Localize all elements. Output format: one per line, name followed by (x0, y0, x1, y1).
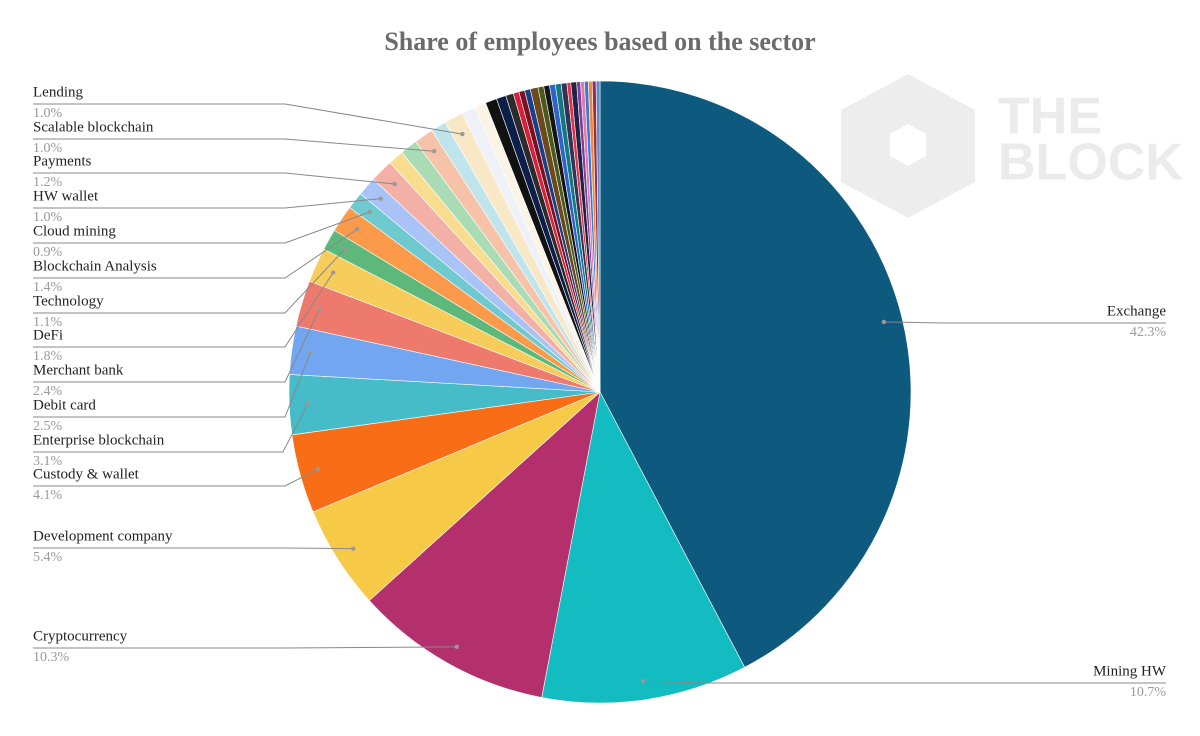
slice-label: Blockchain Analysis (33, 258, 157, 274)
pie-slice (595, 80, 601, 393)
leader-line (33, 198, 381, 209)
leader-line (33, 308, 321, 383)
value-label: 1.0% (33, 141, 63, 156)
leader-line (33, 248, 346, 314)
slice-label: Mining HW (1093, 663, 1167, 679)
leader-line (642, 680, 1166, 684)
value-label: 10.7% (1130, 685, 1167, 700)
slice-label: DeFi (33, 327, 63, 343)
value-label: 4.1% (33, 488, 63, 503)
pie-slice (599, 80, 912, 668)
watermark: THE BLOCK (841, 74, 1183, 218)
slice-label: Payments (33, 153, 91, 169)
value-label: 10.3% (33, 650, 70, 665)
slice-label: Enterprise blockchain (33, 432, 165, 448)
leader-dot (367, 209, 372, 215)
leader-dot (308, 350, 313, 355)
leader-line (33, 352, 311, 418)
leader-line (33, 138, 435, 152)
watermark-logo-hole (890, 124, 926, 166)
chart-title: Share of employees based on the sector (384, 27, 815, 56)
value-label: 42.3% (1130, 325, 1167, 340)
slice-label: Exchange (1107, 303, 1166, 319)
value-label: 1.2% (33, 175, 63, 190)
leader-line (33, 468, 319, 487)
value-label: 3.1% (33, 454, 63, 469)
leader-line (33, 403, 309, 453)
slice-label: Scalable blockchain (33, 119, 154, 135)
leader-line (33, 646, 457, 649)
value-label: 1.0% (33, 210, 63, 225)
value-label: 1.0% (33, 106, 63, 121)
watermark-text: BLOCK (998, 134, 1183, 192)
slice-label: Merchant bank (33, 362, 124, 378)
leader-dot (354, 227, 360, 232)
leader-line (33, 211, 370, 244)
value-label: 2.5% (33, 419, 63, 434)
slice-label: Cloud mining (33, 223, 116, 239)
leader-dot (315, 466, 321, 472)
leader-dot (460, 131, 465, 137)
watermark-text: THE (998, 88, 1102, 146)
value-label: 5.4% (33, 550, 63, 565)
leader-dot (392, 181, 397, 187)
leader-line (33, 172, 395, 185)
leader-dot (342, 246, 348, 251)
leader-dot (640, 678, 646, 684)
pie-slice (368, 391, 601, 698)
pie-slice (541, 391, 746, 704)
leader-dot (330, 270, 336, 275)
slice-label: Cryptocurrency (33, 628, 128, 644)
leader-line (33, 272, 334, 348)
value-label: 1.1% (33, 315, 63, 330)
leader-dot (454, 644, 459, 650)
leader-dot (317, 306, 322, 311)
leader-dot (431, 149, 437, 154)
leader-dot (881, 319, 887, 325)
slice-label: Development company (33, 528, 173, 544)
leader-line (33, 547, 354, 550)
slice-label: HW wallet (33, 188, 99, 204)
slice-label: Technology (33, 293, 104, 309)
slice-label: Debit card (33, 397, 96, 413)
value-label: 1.8% (33, 349, 63, 364)
slice-label: Custody & wallet (33, 466, 140, 482)
leader-line (33, 103, 463, 135)
leader-line (883, 321, 1166, 324)
value-label: 1.4% (33, 280, 63, 295)
value-label: 0.9% (33, 245, 63, 260)
slice-label: Lending (33, 84, 83, 100)
value-label: 2.4% (33, 384, 63, 399)
leader-dot (305, 401, 311, 407)
leader-dot (378, 196, 383, 201)
leader-dot (350, 546, 356, 551)
leader-line (33, 228, 358, 279)
